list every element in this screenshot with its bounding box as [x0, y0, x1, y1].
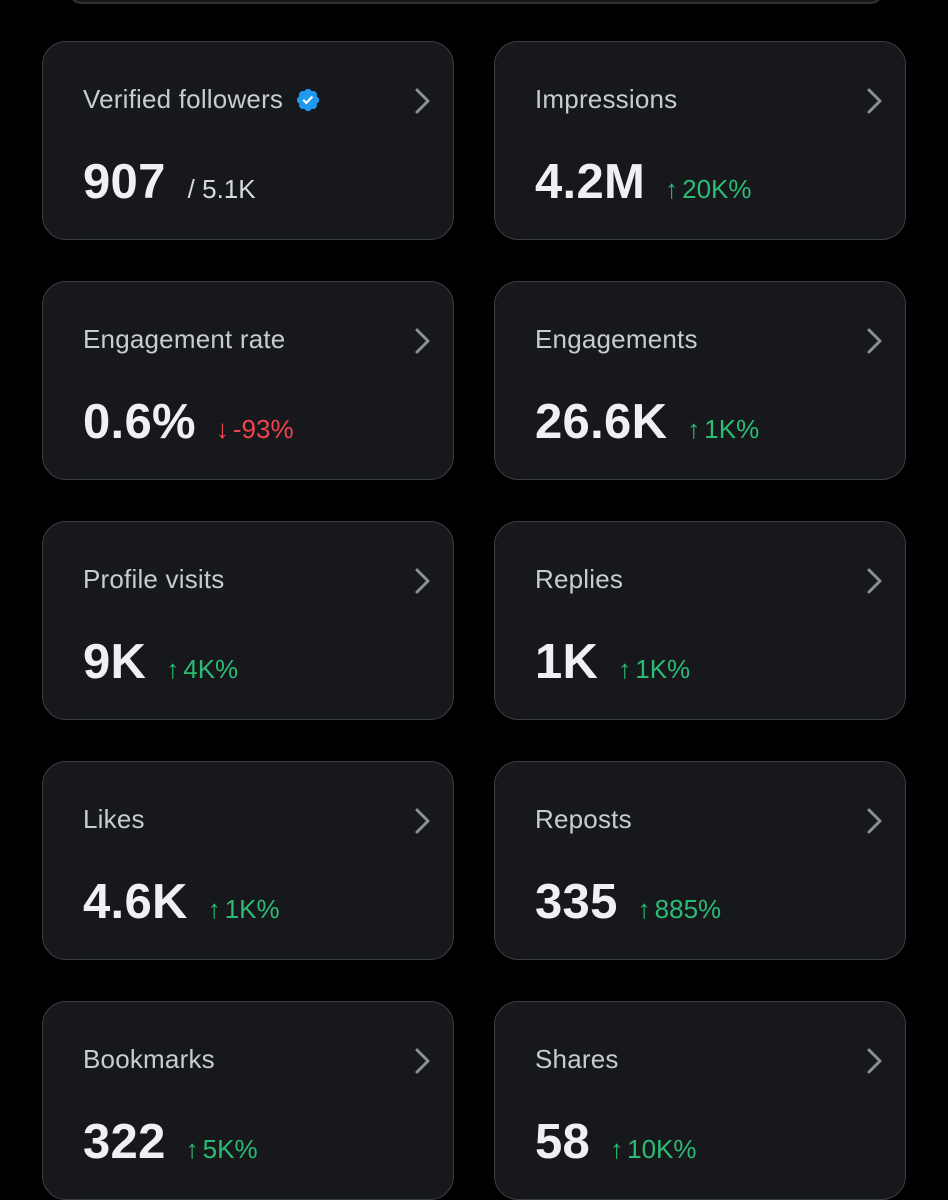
metric-change-value: 20K%	[682, 174, 752, 204]
card-title: Engagement rate	[83, 324, 285, 355]
card-title: Bookmarks	[83, 1044, 215, 1075]
metric-value: 58	[535, 1115, 591, 1169]
metric-change: ↑ 4K%	[166, 654, 238, 685]
metric-value: 322	[83, 1115, 166, 1169]
metric-change: ↓ -93%	[216, 414, 294, 445]
chevron-right-icon	[867, 568, 882, 594]
metric-card-replies[interactable]: Replies 1K ↑ 1K%	[494, 521, 906, 720]
metric-change: ↑ 885%	[638, 894, 722, 925]
card-title: Impressions	[535, 84, 677, 115]
metric-value: 4.2M	[535, 155, 646, 209]
card-title-label: Impressions	[535, 84, 678, 114]
card-title: Profile visits	[83, 564, 225, 595]
chevron-right-icon	[415, 328, 430, 354]
card-title: Replies	[535, 564, 623, 595]
metric-card-engagement-rate[interactable]: Engagement rate 0.6% ↓ -93%	[42, 281, 454, 480]
card-value-row: 907 / 5.1K	[83, 154, 256, 210]
card-value-row: 26.6K ↑ 1K%	[535, 394, 759, 450]
card-value-row: 0.6% ↓ -93%	[83, 394, 294, 450]
metric-value: 0.6%	[83, 395, 196, 449]
metric-value: 907	[83, 155, 166, 209]
metric-value: 335	[535, 875, 618, 929]
metric-total: / 5.1K	[187, 174, 256, 204]
metric-card-reposts[interactable]: Reposts 335 ↑ 885%	[494, 761, 906, 960]
arrow-up-icon: ↑	[665, 174, 679, 204]
metric-card-shares[interactable]: Shares 58 ↑ 10K%	[494, 1001, 906, 1200]
metric-card-bookmarks[interactable]: Bookmarks 322 ↑ 5K%	[42, 1001, 454, 1200]
chevron-right-icon	[867, 1048, 882, 1074]
card-title-label: Verified followers	[83, 84, 284, 114]
arrow-down-icon: ↓	[215, 414, 229, 444]
metric-value: 1K	[535, 635, 599, 689]
metric-change: ↑ 5K%	[186, 1134, 258, 1165]
card-value-row: 4.6K ↑ 1K%	[83, 874, 280, 930]
chevron-right-icon	[867, 328, 882, 354]
verified-badge-icon	[297, 88, 320, 111]
metric-change: ↑ 20K%	[665, 174, 751, 205]
arrow-up-icon: ↑	[637, 894, 651, 924]
metric-change-value: 5K%	[202, 1134, 258, 1164]
chevron-right-icon	[415, 568, 430, 594]
metric-change: ↑ 10K%	[610, 1134, 696, 1165]
arrow-up-icon: ↑	[610, 1134, 624, 1164]
card-value-row: 1K ↑ 1K%	[535, 634, 690, 690]
metric-change-value: 885%	[654, 894, 722, 924]
chevron-right-icon	[415, 808, 430, 834]
arrow-up-icon: ↑	[166, 654, 180, 684]
metric-change-value: 1K%	[224, 894, 280, 924]
card-title: Likes	[83, 804, 145, 835]
card-value-row: 335 ↑ 885%	[535, 874, 721, 930]
chevron-right-icon	[415, 88, 430, 114]
metric-change-value: 1K%	[704, 414, 760, 444]
card-title-label: Replies	[535, 564, 624, 594]
card-title: Verified followers	[83, 84, 321, 115]
metric-change: ↑ 1K%	[618, 654, 690, 685]
metric-change: ↑ 1K%	[208, 894, 280, 925]
metric-value: 9K	[83, 635, 147, 689]
metric-card-verified-followers[interactable]: Verified followers 907 / 5.1K	[42, 41, 454, 240]
card-title-label: Likes	[83, 804, 145, 834]
chevron-right-icon	[867, 88, 882, 114]
metric-card-likes[interactable]: Likes 4.6K ↑ 1K%	[42, 761, 454, 960]
card-title-label: Engagement rate	[83, 324, 286, 354]
metric-value: 4.6K	[83, 875, 188, 929]
card-value-row: 322 ↑ 5K%	[83, 1114, 258, 1170]
arrow-up-icon: ↑	[185, 1134, 199, 1164]
metric-value: 26.6K	[535, 395, 668, 449]
metric-change-value: -93%	[232, 414, 294, 444]
arrow-up-icon: ↑	[207, 894, 221, 924]
metric-change-value: 4K%	[183, 654, 239, 684]
metric-card-engagements[interactable]: Engagements 26.6K ↑ 1K%	[494, 281, 906, 480]
card-value-row: 58 ↑ 10K%	[535, 1114, 697, 1170]
chevron-right-icon	[415, 1048, 430, 1074]
top-card-edge	[68, 0, 884, 4]
card-title: Reposts	[535, 804, 632, 835]
metric-card-impressions[interactable]: Impressions 4.2M ↑ 20K%	[494, 41, 906, 240]
metric-change: ↑ 1K%	[687, 414, 759, 445]
card-value-row: 4.2M ↑ 20K%	[535, 154, 752, 210]
card-title-label: Shares	[535, 1044, 619, 1074]
card-title-label: Engagements	[535, 324, 698, 354]
card-title-label: Reposts	[535, 804, 632, 834]
metrics-grid: Verified followers 907 / 5.1K Impression…	[42, 41, 906, 1200]
arrow-up-icon: ↑	[618, 654, 632, 684]
card-value-row: 9K ↑ 4K%	[83, 634, 238, 690]
metric-change-value: 10K%	[627, 1134, 697, 1164]
card-title: Shares	[535, 1044, 619, 1075]
card-title: Engagements	[535, 324, 698, 355]
metric-card-profile-visits[interactable]: Profile visits 9K ↑ 4K%	[42, 521, 454, 720]
card-title-label: Profile visits	[83, 564, 225, 594]
metric-change-value: 1K%	[635, 654, 691, 684]
arrow-up-icon: ↑	[687, 414, 701, 444]
card-title-label: Bookmarks	[83, 1044, 215, 1074]
chevron-right-icon	[867, 808, 882, 834]
